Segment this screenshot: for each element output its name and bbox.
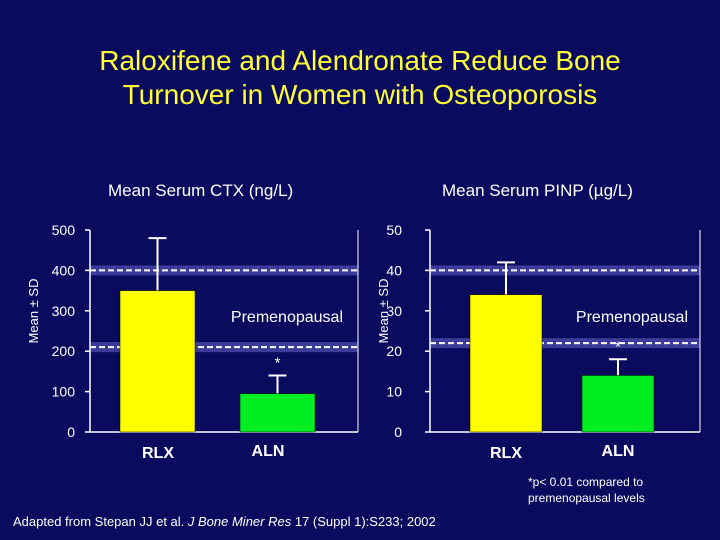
ctx-tick-label: 500	[52, 222, 76, 238]
ctx-category-label: ALN	[252, 443, 285, 460]
ctx-tick-label: 100	[52, 384, 76, 400]
pinp-tick-label: 10	[386, 384, 402, 400]
pinp-bar-ALN	[581, 375, 655, 433]
ctx-tick-label: 300	[52, 303, 76, 319]
ctx-tick-label: 0	[67, 424, 75, 440]
pinp-tick-label: 50	[386, 222, 402, 238]
ctx-y-label: Mean ± SD	[26, 279, 41, 344]
pinp-chart-title: Mean Serum PINP (µg/L)	[442, 181, 633, 200]
ctx-band-glow-1	[90, 342, 358, 353]
pinp-category-label: ALN	[602, 443, 635, 460]
pinp-tick-label: 30	[386, 303, 402, 319]
title-line-1: Raloxifene and Alendronate Reduce Bone	[99, 45, 621, 76]
title-line-2: Turnover in Women with Osteoporosis	[122, 79, 598, 110]
pinp-band-label: Premenopausal	[576, 309, 688, 326]
source-citation: Adapted from Stepan JJ et al. J Bone Min…	[13, 514, 436, 529]
pinp-chart: Premenopausal 0 10 20 30 40 50 Mean ± SD RLX * ALN	[376, 222, 701, 462]
footnote-line-2: premenopausal levels	[528, 491, 645, 505]
ctx-bar-ALN	[239, 393, 316, 433]
ctx-bar-RLX	[119, 290, 196, 433]
source-journal: J Bone Miner Res	[187, 514, 292, 529]
footnote-line-1: *p< 0.01 compared to	[528, 475, 644, 489]
source-prefix: Adapted from Stepan JJ et al.	[13, 514, 188, 529]
ctx-bar-ALN-asterisk: *	[275, 354, 281, 371]
pinp-y-label: Mean ± SD	[376, 279, 391, 344]
ctx-band-label: Premenopausal	[231, 309, 343, 326]
significance-footnote: *p< 0.01 compared to premenopausal level…	[528, 474, 645, 506]
ctx-tick-label: 400	[52, 262, 76, 278]
pinp-tick-label: 20	[386, 343, 402, 359]
pinp-bar-ALN-asterisk: *	[615, 338, 621, 355]
source-suffix: 17 (Suppl 1):S233; 2002	[291, 514, 436, 529]
pinp-tick-label: 0	[394, 424, 402, 440]
ctx-chart: Premenopausal 0 100 200 300 400 500 Mean ± SD RL…	[26, 222, 359, 462]
slide-title: Raloxifene and Alendronate Reduce Bone T…	[0, 44, 720, 112]
ctx-category-label: RLX	[142, 445, 174, 462]
ctx-band-glow-0	[90, 265, 358, 276]
pinp-category-label: RLX	[490, 445, 522, 462]
pinp-bar-RLX	[469, 294, 543, 433]
ctx-tick-label: 200	[52, 343, 76, 359]
pinp-tick-label: 40	[386, 262, 402, 278]
ctx-chart-title: Mean Serum CTX (ng/L)	[108, 181, 294, 200]
